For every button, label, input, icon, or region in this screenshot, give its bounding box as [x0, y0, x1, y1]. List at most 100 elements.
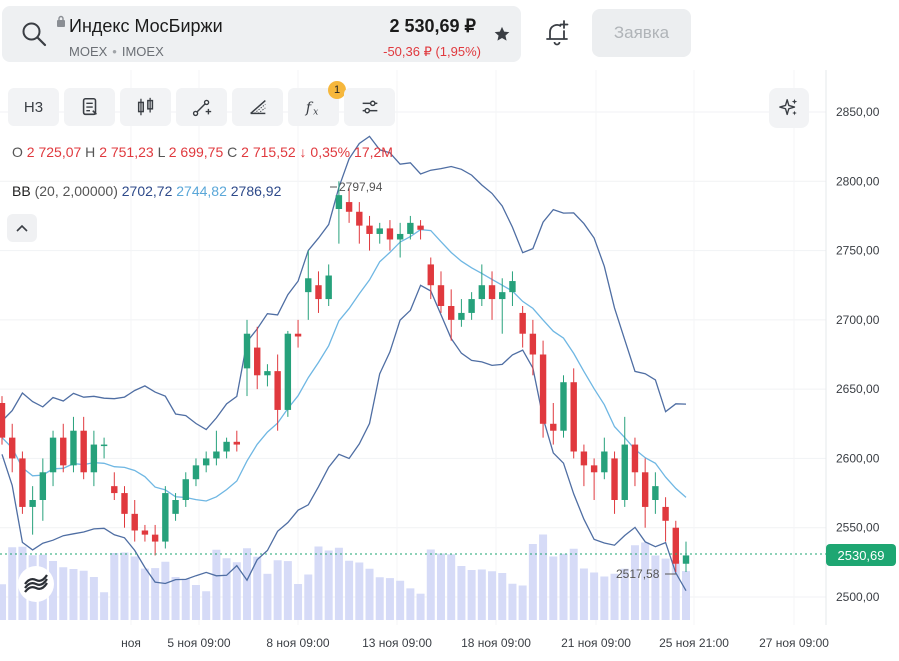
candle-body: [621, 444, 628, 500]
candle-body: [19, 458, 26, 507]
chevron-up-icon: [16, 224, 28, 232]
candles-icon: [137, 97, 153, 116]
candle-body: [284, 333, 292, 410]
candle-body: [590, 465, 598, 473]
volume-bar: [426, 549, 435, 620]
volume-bar: [49, 561, 58, 620]
volume-bar: [518, 585, 527, 620]
collapse-legend-button[interactable]: [7, 214, 37, 242]
volume-bar: [396, 580, 405, 620]
draw-line-button[interactable]: [176, 88, 227, 126]
candle-body: [325, 275, 332, 300]
volume-bar: [539, 534, 548, 620]
ohlc-legend: O 2 725,07 H 2 751,23 L 2 699,75 C 2 715…: [12, 144, 393, 160]
candle-body: [601, 451, 608, 473]
bb-middle-line: [1, 228, 687, 502]
current-price: 2 530,69 ₽: [389, 16, 476, 36]
volume-bar: [151, 568, 160, 620]
lock-icon: [56, 14, 66, 27]
volume-bar: [89, 577, 98, 620]
volume-bar: [120, 552, 129, 620]
candle-body: [305, 278, 312, 293]
volume-bar: [641, 542, 650, 620]
candle-body: [335, 195, 343, 209]
volume-bar: [212, 549, 221, 620]
candle-body: [254, 347, 261, 376]
volume-bar: [232, 562, 241, 620]
volume-bar: [436, 553, 445, 620]
y-tick-label: 2550,00: [836, 521, 880, 535]
volume-bar: [559, 553, 568, 620]
volume-bar: [130, 556, 139, 620]
candle-body: [90, 444, 98, 473]
x-axis: ноя 5 ноя 09:00 8 ноя 09:00 13 ноя 09:00 18 …: [121, 636, 829, 650]
chart-type-button[interactable]: [120, 88, 171, 126]
candle-body: [172, 500, 179, 514]
x-tick-label: 27 ноя 09:00: [759, 636, 829, 650]
ai-assistant-button[interactable]: [769, 88, 809, 128]
volume-bar: [110, 553, 119, 620]
ticker-code: IMOEX: [121, 44, 164, 59]
high-annotation: 2797,94: [339, 180, 383, 194]
candle-body: [39, 472, 47, 500]
volume-bar: [600, 576, 609, 620]
order-button[interactable]: Заявка: [592, 9, 691, 57]
candle-body: [447, 306, 455, 320]
indicator-name: BB: [12, 183, 31, 199]
candle-body: [274, 371, 281, 410]
sliders-icon: [362, 100, 377, 114]
low-value: 2 699,75: [168, 144, 224, 160]
bollinger-legend[interactable]: BB (20, 2,00000) 2702,72 2744,82 2786,92: [12, 183, 281, 199]
ticker-card[interactable]: Индекс МосБиржи MOEX • IMOEX 2 530,69 ₽ -5…: [2, 6, 521, 62]
volume-bar: [253, 556, 262, 620]
volume-bar: [334, 547, 343, 620]
y-tick-label: 2800,00: [836, 174, 880, 188]
interval-button[interactable]: Н3: [8, 88, 59, 126]
candle-body: [478, 285, 486, 300]
indicator-params: (20, 2,00000): [34, 183, 118, 199]
candle-body: [294, 333, 302, 337]
settings-button[interactable]: [344, 88, 395, 126]
volume-bars: [0, 534, 690, 620]
x-tick-label: 18 ноя 09:00: [461, 636, 531, 650]
candle-body: [100, 444, 108, 447]
volume-bar: [283, 561, 292, 620]
volume-bar: [355, 562, 364, 620]
volume-bar: [345, 560, 354, 620]
star-icon[interactable]: [493, 25, 511, 43]
bell-plus-icon[interactable]: [543, 19, 571, 47]
ticker-subtitle: MOEX • IMOEX: [69, 44, 164, 59]
candlesticks: [0, 181, 690, 573]
candle-body: [407, 222, 414, 234]
volume-bar: [100, 592, 109, 620]
bb-upper-line: [1, 135, 687, 431]
candle-body: [458, 312, 465, 320]
change-percent: ↓ 0,35%: [299, 144, 351, 160]
bb-lower-line: [1, 284, 687, 592]
volume-bar: [161, 561, 170, 620]
candle-body: [499, 292, 506, 300]
search-icon[interactable]: [20, 20, 48, 48]
volume-bar: [202, 591, 211, 620]
volume-bar: [243, 548, 252, 620]
chart-note-button[interactable]: [64, 88, 115, 126]
volume-bar: [263, 573, 272, 620]
volume-bar: [477, 569, 486, 620]
y-tick-label: 2850,00: [836, 105, 880, 119]
sparkle-icon: [779, 98, 798, 116]
candle-body: [223, 441, 230, 452]
fibonacci-button[interactable]: [232, 88, 283, 126]
volume-bar: [488, 571, 497, 620]
current-price-tag: 2530,69: [826, 544, 896, 566]
volume-bar: [375, 577, 384, 620]
candle-body: [376, 228, 383, 234]
volume-bar: [79, 570, 88, 620]
separator-dot: •: [112, 44, 117, 59]
volume-bar: [365, 568, 374, 620]
y-tick-label: 2750,00: [836, 244, 880, 258]
candle-body: [427, 264, 434, 286]
volume-bar: [140, 568, 149, 620]
